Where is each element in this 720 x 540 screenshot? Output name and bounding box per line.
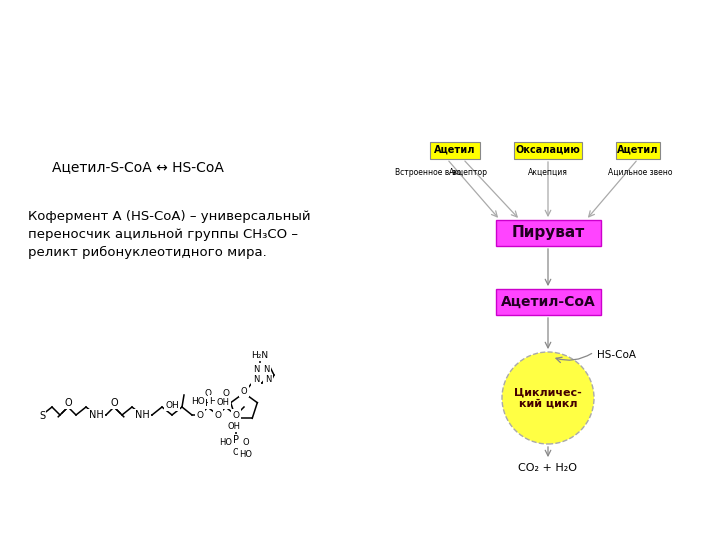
- Text: S: S: [39, 411, 45, 421]
- Text: H₂N: H₂N: [251, 350, 269, 360]
- Text: HO: HO: [239, 450, 252, 459]
- Text: O: O: [64, 398, 72, 408]
- Text: N: N: [253, 375, 259, 384]
- Text: CO₂ + H₂O: CO₂ + H₂O: [518, 463, 577, 473]
- FancyBboxPatch shape: [514, 141, 582, 159]
- FancyBboxPatch shape: [495, 220, 600, 246]
- Text: NH: NH: [135, 410, 149, 420]
- Text: OH: OH: [228, 422, 240, 431]
- Text: OH: OH: [216, 398, 229, 407]
- Text: Оксалацию: Оксалацию: [516, 145, 580, 155]
- Text: O: O: [197, 410, 204, 420]
- Text: реликт рибонуклеотидного мира.: реликт рибонуклеотидного мира.: [28, 246, 266, 259]
- Text: O: O: [110, 398, 118, 408]
- Text: Акцептор: Акцептор: [449, 168, 487, 177]
- Text: P: P: [233, 435, 239, 445]
- Text: HS-CoA: HS-CoA: [597, 350, 636, 360]
- Text: NH: NH: [89, 410, 104, 420]
- Text: N: N: [263, 364, 269, 374]
- Text: Ацетил: Ацетил: [617, 145, 659, 155]
- Text: O: O: [222, 388, 230, 397]
- FancyBboxPatch shape: [430, 141, 480, 159]
- Text: O: O: [233, 448, 239, 457]
- Text: O: O: [215, 410, 222, 420]
- Text: Встроенное в-во: Встроенное в-во: [395, 168, 461, 177]
- Text: переносчик ацильной группы CH₃CO –: переносчик ацильной группы CH₃CO –: [28, 228, 298, 241]
- Text: Кофермент А (HS-CoA) – универсальный: Кофермент А (HS-CoA) – универсальный: [28, 210, 310, 223]
- Text: HO: HO: [209, 396, 223, 406]
- Text: O: O: [204, 388, 212, 397]
- Text: Ацильное звено: Ацильное звено: [608, 168, 672, 177]
- Text: HO: HO: [191, 396, 205, 406]
- Text: O: O: [233, 410, 240, 420]
- Text: N: N: [265, 375, 271, 384]
- Text: HO: HO: [220, 438, 233, 447]
- Text: Акцепция: Акцепция: [528, 168, 568, 177]
- Text: OH: OH: [165, 401, 179, 409]
- Text: N: N: [253, 364, 259, 374]
- Text: Ацетил-S-CoA ↔ HS-CoA: Ацетил-S-CoA ↔ HS-CoA: [52, 160, 224, 174]
- Text: O: O: [243, 438, 249, 447]
- Text: O: O: [240, 387, 247, 395]
- Text: P: P: [205, 398, 211, 408]
- Text: Ацетил-CoA: Ацетил-CoA: [500, 295, 595, 309]
- FancyBboxPatch shape: [495, 289, 600, 315]
- Text: Пируват: Пируват: [511, 226, 585, 240]
- Text: Ацетил: Ацетил: [434, 145, 476, 155]
- Text: P: P: [223, 398, 229, 408]
- FancyBboxPatch shape: [616, 141, 660, 159]
- Text: Цикличес-
кий цикл: Цикличес- кий цикл: [514, 387, 582, 409]
- Circle shape: [502, 352, 594, 444]
